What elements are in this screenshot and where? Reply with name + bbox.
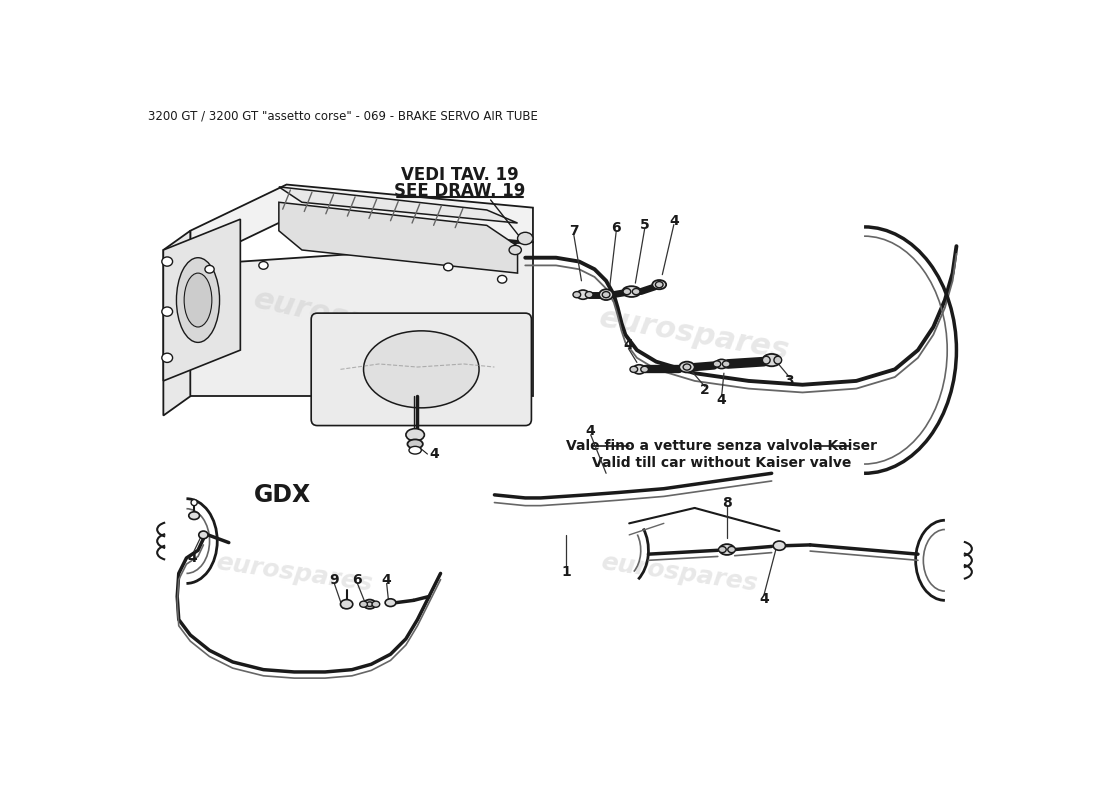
Ellipse shape: [656, 282, 663, 288]
Ellipse shape: [360, 601, 367, 607]
Ellipse shape: [585, 291, 593, 298]
Text: 4: 4: [382, 573, 392, 586]
Ellipse shape: [600, 290, 613, 300]
Ellipse shape: [640, 366, 649, 373]
Ellipse shape: [652, 280, 667, 290]
Ellipse shape: [632, 289, 640, 294]
Ellipse shape: [407, 439, 422, 449]
Ellipse shape: [363, 599, 376, 609]
Ellipse shape: [728, 546, 736, 553]
Ellipse shape: [162, 307, 173, 316]
Text: 6: 6: [612, 222, 620, 235]
Text: VEDI TAV. 19: VEDI TAV. 19: [400, 166, 519, 184]
Text: 3: 3: [784, 374, 794, 388]
Ellipse shape: [176, 258, 220, 342]
Ellipse shape: [623, 289, 630, 294]
Text: eurospares: eurospares: [214, 550, 374, 596]
Text: SEE DRAW. 19: SEE DRAW. 19: [394, 182, 526, 201]
Ellipse shape: [762, 356, 770, 364]
Text: 1: 1: [561, 565, 571, 579]
Text: 8: 8: [722, 495, 732, 510]
Polygon shape: [190, 185, 534, 266]
Text: 4: 4: [586, 424, 595, 438]
Ellipse shape: [162, 257, 173, 266]
Text: 7: 7: [569, 224, 579, 238]
Ellipse shape: [713, 361, 721, 367]
Polygon shape: [279, 202, 517, 273]
Ellipse shape: [372, 601, 379, 607]
Ellipse shape: [718, 546, 726, 553]
Ellipse shape: [184, 273, 212, 327]
Text: 4: 4: [669, 214, 679, 228]
Ellipse shape: [443, 263, 453, 270]
Ellipse shape: [409, 446, 421, 454]
Text: eurospares: eurospares: [597, 304, 792, 366]
Text: 9: 9: [330, 573, 339, 586]
Ellipse shape: [683, 364, 691, 370]
Ellipse shape: [509, 246, 521, 254]
Ellipse shape: [680, 362, 695, 373]
Ellipse shape: [723, 361, 730, 367]
Polygon shape: [163, 219, 241, 381]
Ellipse shape: [406, 429, 425, 441]
Ellipse shape: [191, 499, 197, 506]
Text: 5: 5: [640, 218, 649, 232]
Text: GDX: GDX: [254, 483, 311, 507]
Text: Valid till car without Kaiser valve: Valid till car without Kaiser valve: [592, 455, 851, 470]
Ellipse shape: [576, 290, 590, 299]
Ellipse shape: [189, 512, 199, 519]
Ellipse shape: [715, 359, 728, 369]
Ellipse shape: [603, 291, 609, 298]
Polygon shape: [279, 187, 517, 223]
Text: 4: 4: [188, 551, 198, 565]
Ellipse shape: [634, 365, 646, 374]
Text: 4: 4: [759, 592, 769, 606]
Text: 4: 4: [624, 338, 634, 352]
Text: Vale fino a vetture senza valvola Kaiser: Vale fino a vetture senza valvola Kaiser: [566, 438, 877, 453]
Ellipse shape: [573, 291, 581, 298]
Text: 3200 GT / 3200 GT "assetto corse" - 069 - BRAKE SERVO AIR TUBE: 3200 GT / 3200 GT "assetto corse" - 069 …: [147, 110, 538, 123]
Text: eurospares: eurospares: [251, 285, 446, 354]
Polygon shape: [163, 230, 190, 415]
Ellipse shape: [630, 366, 638, 373]
Ellipse shape: [762, 354, 781, 366]
Ellipse shape: [258, 262, 268, 270]
Ellipse shape: [363, 331, 480, 408]
Polygon shape: [190, 242, 534, 396]
Ellipse shape: [517, 232, 534, 245]
Text: 4: 4: [717, 393, 726, 407]
Ellipse shape: [773, 541, 785, 550]
Ellipse shape: [205, 266, 214, 273]
Ellipse shape: [497, 275, 507, 283]
Ellipse shape: [199, 531, 208, 538]
Ellipse shape: [385, 599, 396, 606]
Text: 2: 2: [700, 383, 710, 397]
Ellipse shape: [623, 286, 640, 297]
Text: 6: 6: [353, 573, 362, 586]
Ellipse shape: [162, 353, 173, 362]
Ellipse shape: [341, 599, 353, 609]
Text: eurospares: eurospares: [600, 550, 759, 596]
Ellipse shape: [774, 356, 782, 364]
Text: 4: 4: [429, 447, 439, 461]
Ellipse shape: [366, 602, 373, 606]
Ellipse shape: [719, 544, 735, 555]
FancyBboxPatch shape: [311, 313, 531, 426]
